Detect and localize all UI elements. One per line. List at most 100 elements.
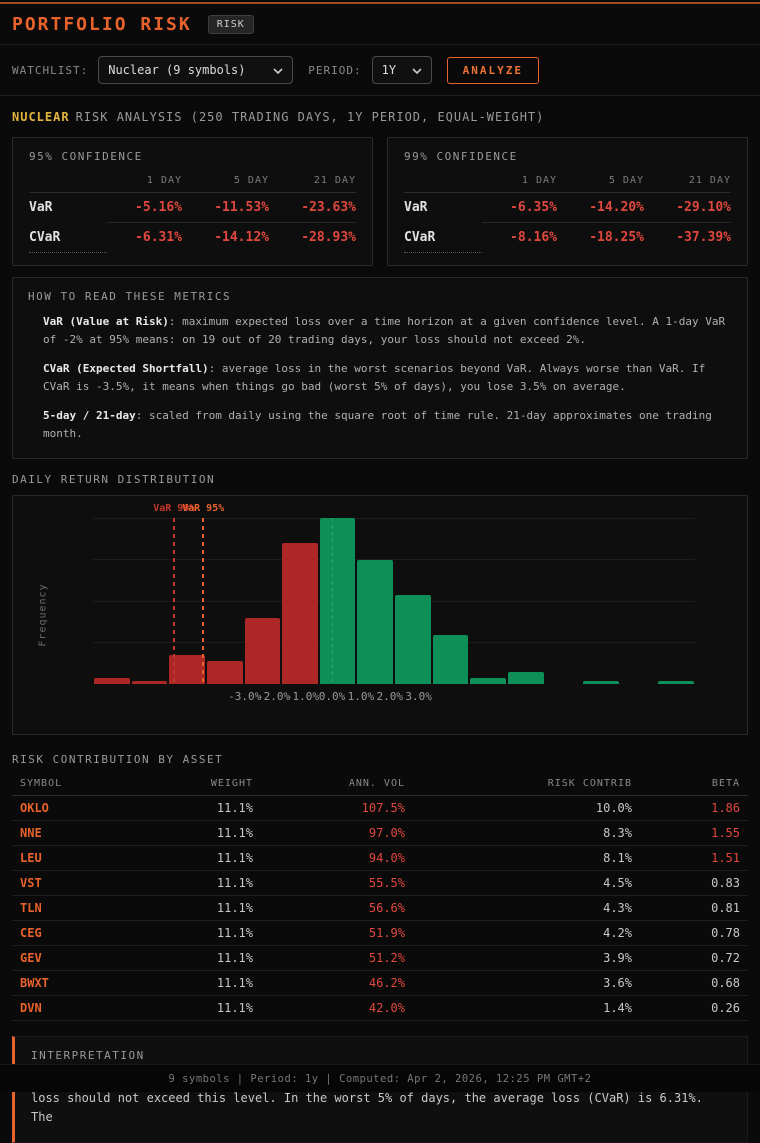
ann-vol-cell: 51.2%	[261, 945, 413, 970]
symbol-cell[interactable]: LEU	[12, 845, 121, 870]
symbol-cell[interactable]: DVN	[12, 995, 121, 1020]
chevron-down-icon	[412, 63, 422, 77]
beta-cell: 1.55	[640, 820, 748, 845]
gridline	[93, 601, 695, 602]
weight-cell: 11.1%	[121, 920, 261, 945]
metric-label: CVaR	[404, 223, 482, 253]
histogram-bar	[583, 681, 619, 684]
histogram-bar	[132, 681, 168, 684]
weight-cell: 11.1%	[121, 945, 261, 970]
histogram-bar	[245, 618, 281, 684]
metric-value: -37.39%	[644, 223, 731, 253]
gridline	[93, 518, 695, 519]
beta-cell: 1.51	[640, 845, 748, 870]
analysis-heading-text: RISK ANALYSIS (250 TRADING DAYS, 1Y PERI…	[76, 110, 545, 124]
var-threshold-line	[202, 518, 204, 684]
status-footer: 9 symbols | Period: 1y | Computed: Apr 2…	[0, 1064, 760, 1092]
return-distribution-chart: Frequency VaR 99%VaR 95%-3.0%-2.0%-1.0%0…	[12, 495, 748, 735]
var-threshold-line	[173, 518, 175, 684]
weight-cell: 11.1%	[121, 820, 261, 845]
symbol-cell[interactable]: NNE	[12, 820, 121, 845]
ann-vol-cell: 97.0%	[261, 820, 413, 845]
x-axis-tick-label: -1.0%	[286, 690, 319, 703]
histogram-bar	[94, 678, 130, 684]
histogram-bar	[207, 661, 243, 684]
column-header: SYMBOL	[12, 772, 121, 796]
column-header: 1 DAY	[107, 169, 182, 193]
metric-row: VaR-5.16%-11.53%-23.63%	[29, 193, 356, 223]
help-text: : scaled from daily using the square roo…	[43, 409, 712, 441]
metric-label: CVaR	[29, 223, 107, 253]
beta-cell: 0.83	[640, 870, 748, 895]
panel-title: 99% CONFIDENCE	[404, 150, 731, 163]
risk-contrib-cell: 3.6%	[413, 970, 640, 995]
symbol-cell[interactable]: TLN	[12, 895, 121, 920]
app-header: PORTFOLIO RISK RISK	[0, 4, 760, 45]
chevron-down-icon	[273, 63, 283, 77]
page-title: PORTFOLIO RISK	[12, 14, 192, 35]
column-header: 5 DAY	[182, 169, 269, 193]
column-header: WEIGHT	[121, 772, 261, 796]
period-select[interactable]: 1Y	[372, 56, 432, 84]
metric-value: -28.93%	[269, 223, 356, 253]
help-item: CVaR (Expected Shortfall): average loss …	[43, 360, 732, 397]
x-axis-tick-label: -2.0%	[257, 690, 290, 703]
controls-bar: WATCHLIST: Nuclear (9 symbols) PERIOD: 1…	[0, 45, 760, 96]
histogram-bar	[357, 560, 393, 683]
column-header: 21 DAY	[644, 169, 731, 193]
beta-cell: 0.78	[640, 920, 748, 945]
ann-vol-cell: 107.5%	[261, 795, 413, 820]
analyze-button[interactable]: ANALYZE	[447, 57, 539, 84]
histogram-bar	[395, 595, 431, 684]
histogram-bar	[282, 543, 318, 683]
column-header: 1 DAY	[482, 169, 557, 193]
risk-contrib-cell: 3.9%	[413, 945, 640, 970]
histogram-bar	[658, 681, 694, 684]
symbol-cell[interactable]: VST	[12, 870, 121, 895]
period-label: PERIOD:	[308, 64, 361, 77]
gridline	[93, 559, 695, 560]
risk-contrib-cell: 4.3%	[413, 895, 640, 920]
watchlist-select[interactable]: Nuclear (9 symbols)	[98, 56, 293, 84]
beta-cell: 0.26	[640, 995, 748, 1020]
distribution-section-title: DAILY RETURN DISTRIBUTION	[12, 473, 748, 486]
gridline	[93, 642, 695, 643]
metric-row: CVaR-8.16%-18.25%-37.39%	[404, 223, 731, 253]
weight-cell: 11.1%	[121, 870, 261, 895]
metric-value: -11.53%	[182, 193, 269, 223]
symbol-cell[interactable]: CEG	[12, 920, 121, 945]
metric-label: VaR	[404, 193, 482, 223]
analysis-heading: NUCLEAR RISK ANALYSIS (250 TRADING DAYS, …	[12, 110, 748, 124]
ann-vol-cell: 42.0%	[261, 995, 413, 1020]
ann-vol-cell: 55.5%	[261, 870, 413, 895]
weight-cell: 11.1%	[121, 995, 261, 1020]
metrics-help-box: HOW TO READ THESE METRICS VaR (Value at …	[12, 277, 748, 459]
help-item: VaR (Value at Risk): maximum expected lo…	[43, 313, 732, 350]
metric-value: -6.35%	[482, 193, 557, 223]
var-threshold-label: VaR 95%	[182, 503, 224, 514]
metric-row: CVaR-6.31%-14.12%-28.93%	[29, 223, 356, 253]
help-item: 5-day / 21-day: scaled from daily using …	[43, 407, 732, 444]
metric-value: -5.16%	[107, 193, 182, 223]
metric-value: -29.10%	[644, 193, 731, 223]
watchlist-select-value: Nuclear (9 symbols)	[108, 63, 245, 77]
risk-contrib-cell: 4.5%	[413, 870, 640, 895]
footer-status-text: 9 symbols | Period: 1y | Computed: Apr 2…	[169, 1073, 592, 1085]
metric-value: -23.63%	[269, 193, 356, 223]
metric-value: -18.25%	[557, 223, 644, 253]
symbol-cell[interactable]: OKLO	[12, 795, 121, 820]
analysis-heading-watchlist: NUCLEAR	[12, 110, 70, 124]
ann-vol-cell: 94.0%	[261, 845, 413, 870]
symbol-cell[interactable]: GEV	[12, 945, 121, 970]
symbol-cell[interactable]: BWXT	[12, 970, 121, 995]
metric-row: VaR-6.35%-14.20%-29.10%	[404, 193, 731, 223]
